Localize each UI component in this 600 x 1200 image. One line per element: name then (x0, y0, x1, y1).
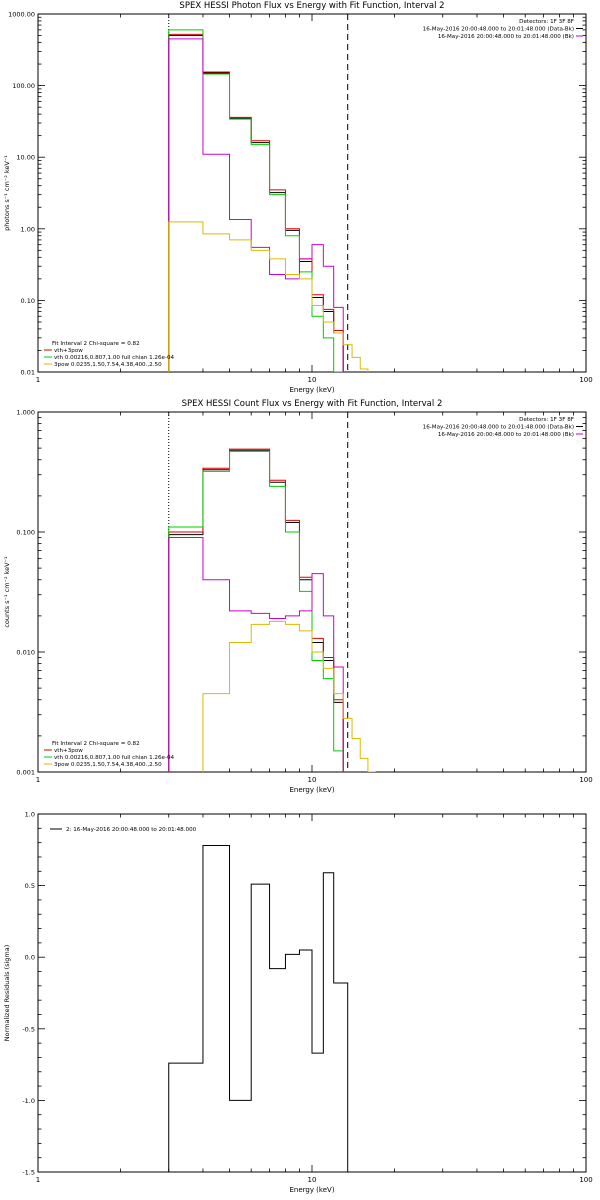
legend-text: 16-May-2016 20:00:48.000 to 20:01:48.000… (438, 34, 574, 40)
x-tick-label: 10 (308, 376, 317, 384)
y-tick-label: 100.00 (12, 82, 35, 90)
legend-text: Fit Interval 2 Chi-square = 0.82 (52, 741, 140, 747)
chart-panel-2: SPEX HESSI Count Flux vs Energy with Fit… (3, 399, 593, 794)
x-tick-label: 100 (579, 376, 592, 384)
y-tick-label: 1.00 (21, 225, 35, 233)
series-group (168, 448, 376, 772)
x-axis-label: Energy (keV) (289, 386, 334, 394)
plot-frame (37, 13, 587, 373)
legend-text: 16-May-2016 20:00:48.000 to 20:01:48.000… (438, 432, 574, 438)
legend-text: 16-May-2016 20:00:48.000 to 20:01:48.000… (423, 27, 574, 33)
legend-text: vth 0.00216,0.807,1.00 full chian 1.26e-… (54, 355, 175, 361)
x-tick-label: 10 (308, 776, 317, 784)
legend-text: Fit Interval 2 Chi-square = 0.82 (52, 341, 140, 347)
series-group (168, 845, 349, 1172)
y-tick-label: -1.0 (22, 1097, 35, 1105)
series-line-2 (168, 33, 344, 372)
x-tick-label: 100 (579, 776, 592, 784)
series-group (168, 29, 369, 372)
y-tick-label: 1000.00 (8, 11, 35, 19)
y-tick-label: -1.5 (22, 1169, 35, 1177)
series-line-5 (202, 620, 376, 772)
y-tick-label: 0.10 (21, 297, 35, 305)
y-tick-label: -0.5 (22, 1025, 35, 1033)
legend-text: 2: 16-May-2016 20:00:48.000 to 20:01:48.… (66, 827, 197, 833)
y-axis-label: Normalized Residuals (sigma) (3, 945, 11, 1042)
x-tick-label: 1 (36, 1176, 40, 1184)
y-tick-label: 0.100 (16, 529, 35, 537)
x-tick-label: 1 (36, 376, 40, 384)
chart-title: SPEX HESSI Photon Flux vs Energy with Fi… (179, 1, 444, 11)
legend-text: vth+3pow (54, 348, 83, 354)
y-tick-label: 0.5 (25, 882, 35, 890)
x-tick-label: 100 (579, 1176, 592, 1184)
y-axis-label: photons s⁻¹ cm⁻² keV⁻¹ (3, 155, 11, 231)
series-line-3 (168, 29, 344, 372)
y-tick-label: 0.010 (16, 649, 35, 657)
y-tick-label: 0.0 (25, 954, 35, 962)
legend-text: 16-May-2016 20:00:48.000 to 20:01:48.000… (423, 425, 574, 431)
series-line-1 (168, 845, 349, 1172)
x-axis-label: Energy (keV) (289, 786, 334, 794)
series-line-1 (168, 35, 344, 372)
x-tick-label: 10 (308, 1176, 317, 1184)
y-tick-label: 0.001 (16, 769, 35, 777)
x-tick-label: 1 (36, 776, 40, 784)
legend-text: vth+3pow (54, 748, 83, 754)
legend-text: Detectors: 1F 3F 8F (519, 19, 574, 25)
series-line-3 (168, 450, 344, 772)
chart-title: SPEX HESSI Count Flux vs Energy with Fit… (182, 399, 443, 409)
y-tick-label: 1.000 (16, 409, 35, 417)
x-axis-label: Energy (keV) (289, 1186, 334, 1194)
y-tick-label: 1.0 (25, 811, 35, 819)
y-tick-label: 0.01 (21, 369, 35, 377)
series-line-5 (168, 221, 369, 372)
series-line-4 (168, 536, 344, 772)
series-line-4 (168, 38, 344, 372)
legend-text: Detectors: 1F 3F 8F (519, 417, 574, 423)
legend-text: 3pow 0.0235,1.50,7.54,4.38,400.,2.50 (54, 362, 162, 368)
y-axis-label: counts s⁻¹ cm⁻² keV⁻¹ (3, 556, 11, 628)
chart-panel-3: 1 10 100 Energy (keV) -1.5 -1.0 -0.5 0.0 0.5 1.0 N… (3, 811, 593, 1195)
y-tick-label: 10.00 (16, 154, 35, 162)
chart-panel-1: SPEX HESSI Photon Flux vs Energy with Fi… (3, 1, 593, 394)
legend-text: vth 0.00216,0.807,1.00 full chian 1.26e-… (54, 755, 175, 761)
legend-text: 3pow 0.0235,1.50,7.54,4.38,400.,2.50 (54, 762, 162, 768)
